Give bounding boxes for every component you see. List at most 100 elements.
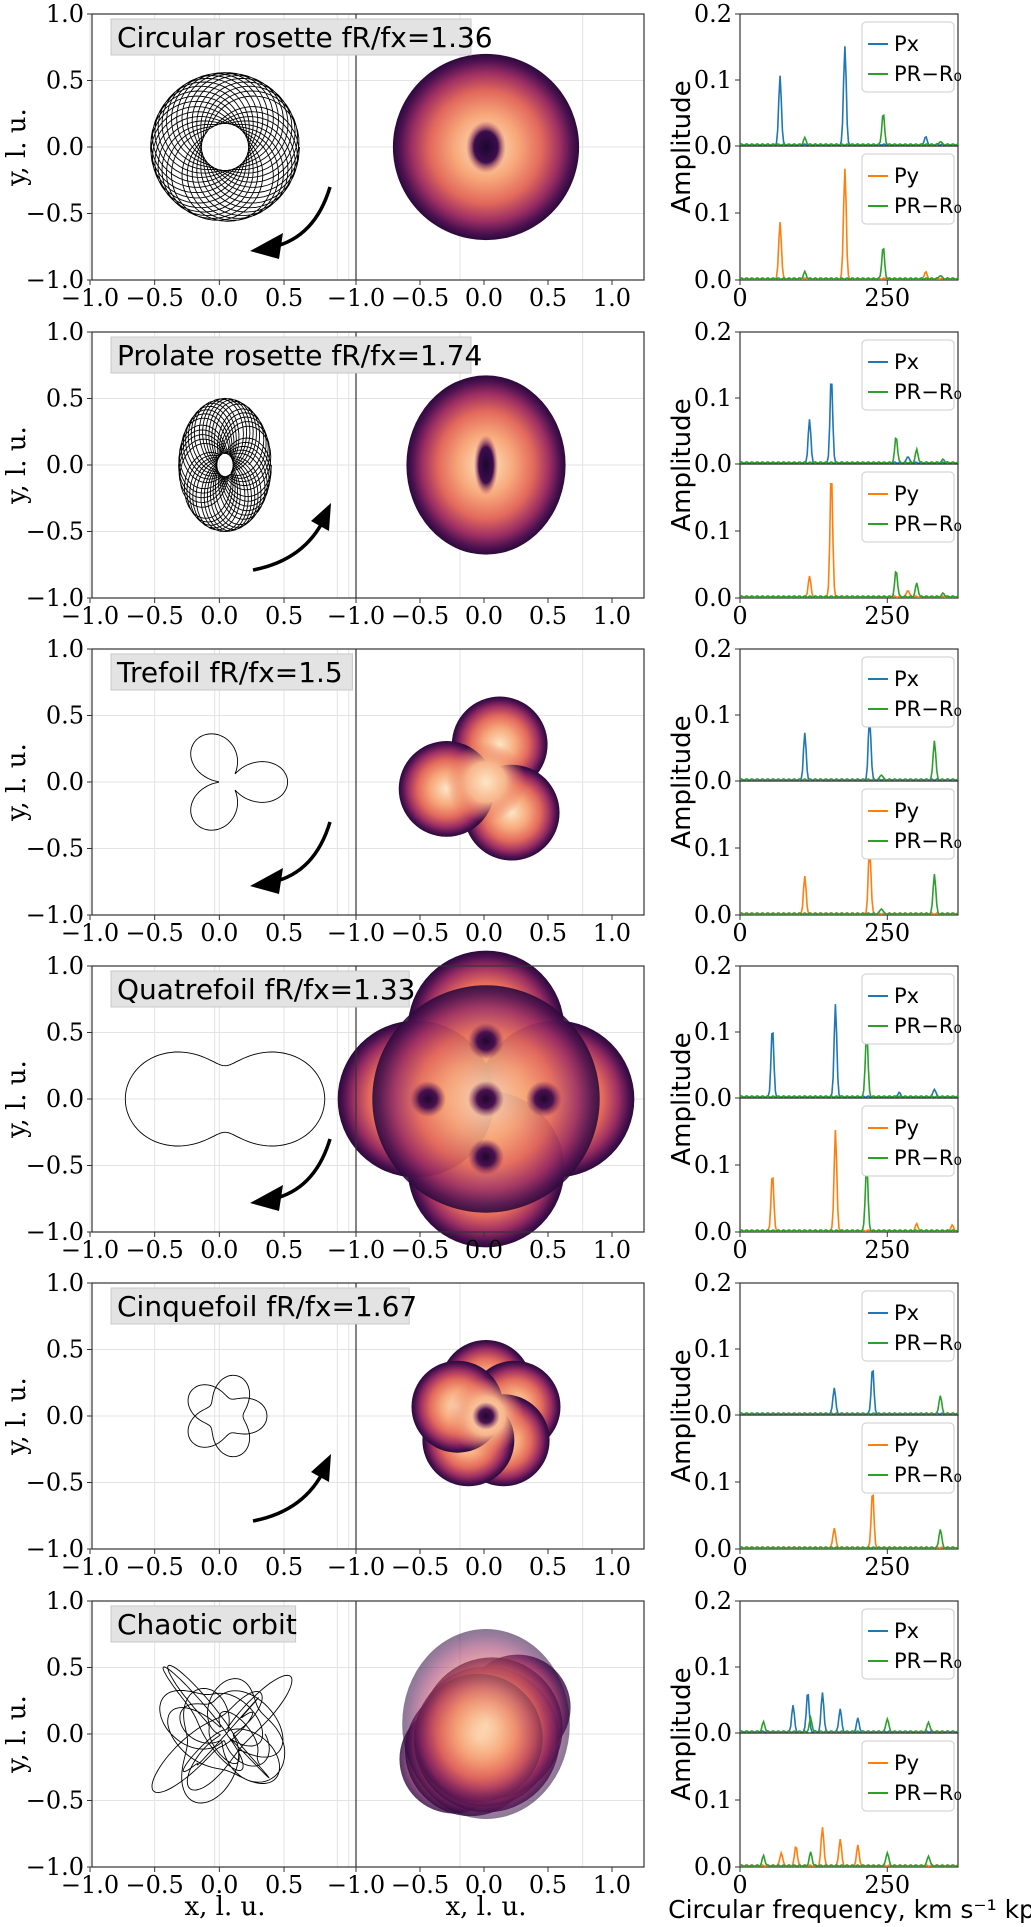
spectrum-bottom: 0.0 0.1 Py PR−R₀: [694, 1732, 962, 1881]
spectrum-y-tick-label: 0.1: [694, 834, 732, 862]
title-box: [110, 18, 472, 56]
density-dark-spot: [526, 1081, 562, 1117]
panel-1: Circular rosette fR/fx=1.36y, l. u.−1.0−…: [2, 0, 962, 312]
y-tick-label: 0.0: [46, 451, 84, 479]
title-text: Circular rosette fR/fx=1.36: [117, 21, 493, 54]
panel-title: Circular rosette fR/fx=1.36: [110, 18, 493, 56]
y-tick-label: 1.0: [46, 952, 84, 980]
x-tick-label-right: 1.0: [593, 1553, 631, 1581]
y-tick-label: 0.5: [46, 67, 84, 95]
spectrum-top: 0.0 0.1 0.2 Px PR−R₀: [694, 1587, 962, 1747]
y-axis-label: y, l. u.: [2, 108, 32, 187]
density-map: [411, 1340, 561, 1487]
x-tick-label-right: −1.0: [327, 284, 385, 312]
title-box: [110, 653, 353, 691]
spectrum-legend: Px PR−R₀: [861, 1608, 962, 1680]
y-axis-label: y, l. u.: [2, 743, 32, 822]
legend-label: Px: [894, 32, 919, 56]
spectrum-top: 0.0 0.1 0.2 Px PR−R₀: [694, 952, 962, 1112]
panel-2: Prolate rosette fR/fx=1.74y, l. u.−1.0−0…: [2, 318, 962, 630]
density-map: [398, 696, 560, 861]
legend-label: PR−R₀: [894, 697, 962, 721]
y-tick-label: −0.5: [26, 518, 84, 546]
legend-label: PR−R₀: [894, 380, 962, 404]
y-tick-label: −1.0: [26, 266, 84, 294]
y-tick-label: 1.0: [46, 1269, 84, 1297]
y-tick-label: 0.0: [46, 1085, 84, 1113]
x-tick-label-left: −1.0: [61, 919, 119, 947]
x-tick-label-right: 0.0: [465, 1236, 503, 1264]
x-tick-label-right: −0.5: [391, 1236, 449, 1264]
spectrum-legend: Px PR−R₀: [861, 21, 962, 93]
spectrum-legend: Py PR−R₀: [861, 788, 962, 860]
spectrum-px-line: [739, 1369, 959, 1416]
spectrum-y-tick-label: 0.2: [694, 0, 732, 28]
spectrum-pr-line: [739, 1395, 959, 1416]
spectrum-y-tick-label: 0.0: [694, 266, 732, 294]
y-tick-label: 0.5: [46, 1019, 84, 1047]
x-tick-label-right: 0.5: [529, 1553, 567, 1581]
x-tick-label-left: 0.0: [200, 1553, 238, 1581]
x-tick-label-right: −0.5: [391, 1553, 449, 1581]
legend-label: Px: [894, 1619, 919, 1643]
density-core: [446, 742, 526, 822]
y-tick-label: 1.0: [46, 635, 84, 663]
x-tick-label-left: −1.0: [61, 1871, 119, 1899]
spectrum-pr-line: [739, 1714, 959, 1734]
x-tick-label-right: −1.0: [327, 602, 385, 630]
spectrum-y-label: Amplitude: [667, 715, 697, 848]
spectrum-y-tick-label: 0.0: [694, 767, 732, 795]
spectrum-y-tick-label: 0.2: [694, 1587, 732, 1615]
spectrum-top: 0.0 0.1 0.2 Px PR−R₀: [694, 635, 962, 795]
x-tick-label-right: 1.0: [593, 1871, 631, 1899]
x-tick-label-right: 0.5: [529, 919, 567, 947]
spectrum-y-label: Amplitude: [667, 1349, 697, 1482]
spectrum-pr-line: [739, 874, 959, 916]
y-tick-label: 0.0: [46, 133, 84, 161]
orbit-trace: [151, 1664, 293, 1804]
spectrum-y-tick-label: 0.0: [694, 901, 732, 929]
title-text: Chaotic orbit: [117, 1608, 297, 1641]
legend-label: Px: [894, 984, 919, 1008]
legend-label: Py: [894, 164, 919, 188]
x-tick-label-left: −1.0: [61, 1236, 119, 1264]
spectrum-pr-line: [739, 436, 959, 465]
arrow-shaft: [252, 516, 327, 572]
arrow-head: [250, 868, 283, 894]
spectrum-y-tick-label: 0.2: [694, 318, 732, 346]
y-tick-label: −0.5: [26, 835, 84, 863]
spectrum-top: 0.0 0.1 0.2 Px PR−R₀: [694, 1269, 962, 1429]
spectrum-pr-line: [739, 1035, 959, 1099]
spectrum-y-tick-label: 0.0: [694, 1535, 732, 1563]
spectrum-y-tick-label: 0.0: [694, 1401, 732, 1429]
y-tick-label: −0.5: [26, 1787, 84, 1815]
x-tick-label-left: −0.5: [126, 602, 184, 630]
legend-label: PR−R₀: [894, 194, 962, 218]
legend-label: PR−R₀: [894, 1014, 962, 1038]
spectrum-x-tick-label: 0: [732, 1871, 747, 1899]
legend-label: PR−R₀: [894, 1146, 962, 1170]
spectrum-x-tick-label: 250: [864, 284, 910, 312]
spectrum-x-tick-label: 0: [732, 919, 747, 947]
spectrum-top: 0.0 0.1 0.2 Px PR−R₀: [694, 0, 962, 160]
title-text: Quatrefoil fR/fx=1.33: [117, 973, 415, 1006]
y-tick-label: 0.5: [46, 385, 84, 413]
spectrum-x-tick-label: 0: [732, 284, 747, 312]
spectrum-y-tick-label: 0.1: [694, 1151, 732, 1179]
x-tick-label-left: 0.5: [265, 284, 303, 312]
legend-label: Px: [894, 350, 919, 374]
orbit-path: [124, 1051, 326, 1147]
spectrum-y-tick-label: 0.1: [694, 1468, 732, 1496]
orbit-trace: [187, 1374, 268, 1458]
density-dark-spot: [468, 1023, 504, 1059]
x-tick-label-right: −0.5: [391, 1871, 449, 1899]
spectrum-legend: Py PR−R₀: [861, 153, 962, 225]
panel-5: Cinquefoil fR/fx=1.67y, l. u.−1.0−0.50.0…: [2, 1269, 962, 1581]
x-tick-label-left: −0.5: [126, 1236, 184, 1264]
y-tick-label: −0.5: [26, 200, 84, 228]
y-tick-label: −1.0: [26, 901, 84, 929]
spectrum-legend: Px PR−R₀: [861, 339, 962, 411]
x-tick-label-right: −0.5: [391, 284, 449, 312]
